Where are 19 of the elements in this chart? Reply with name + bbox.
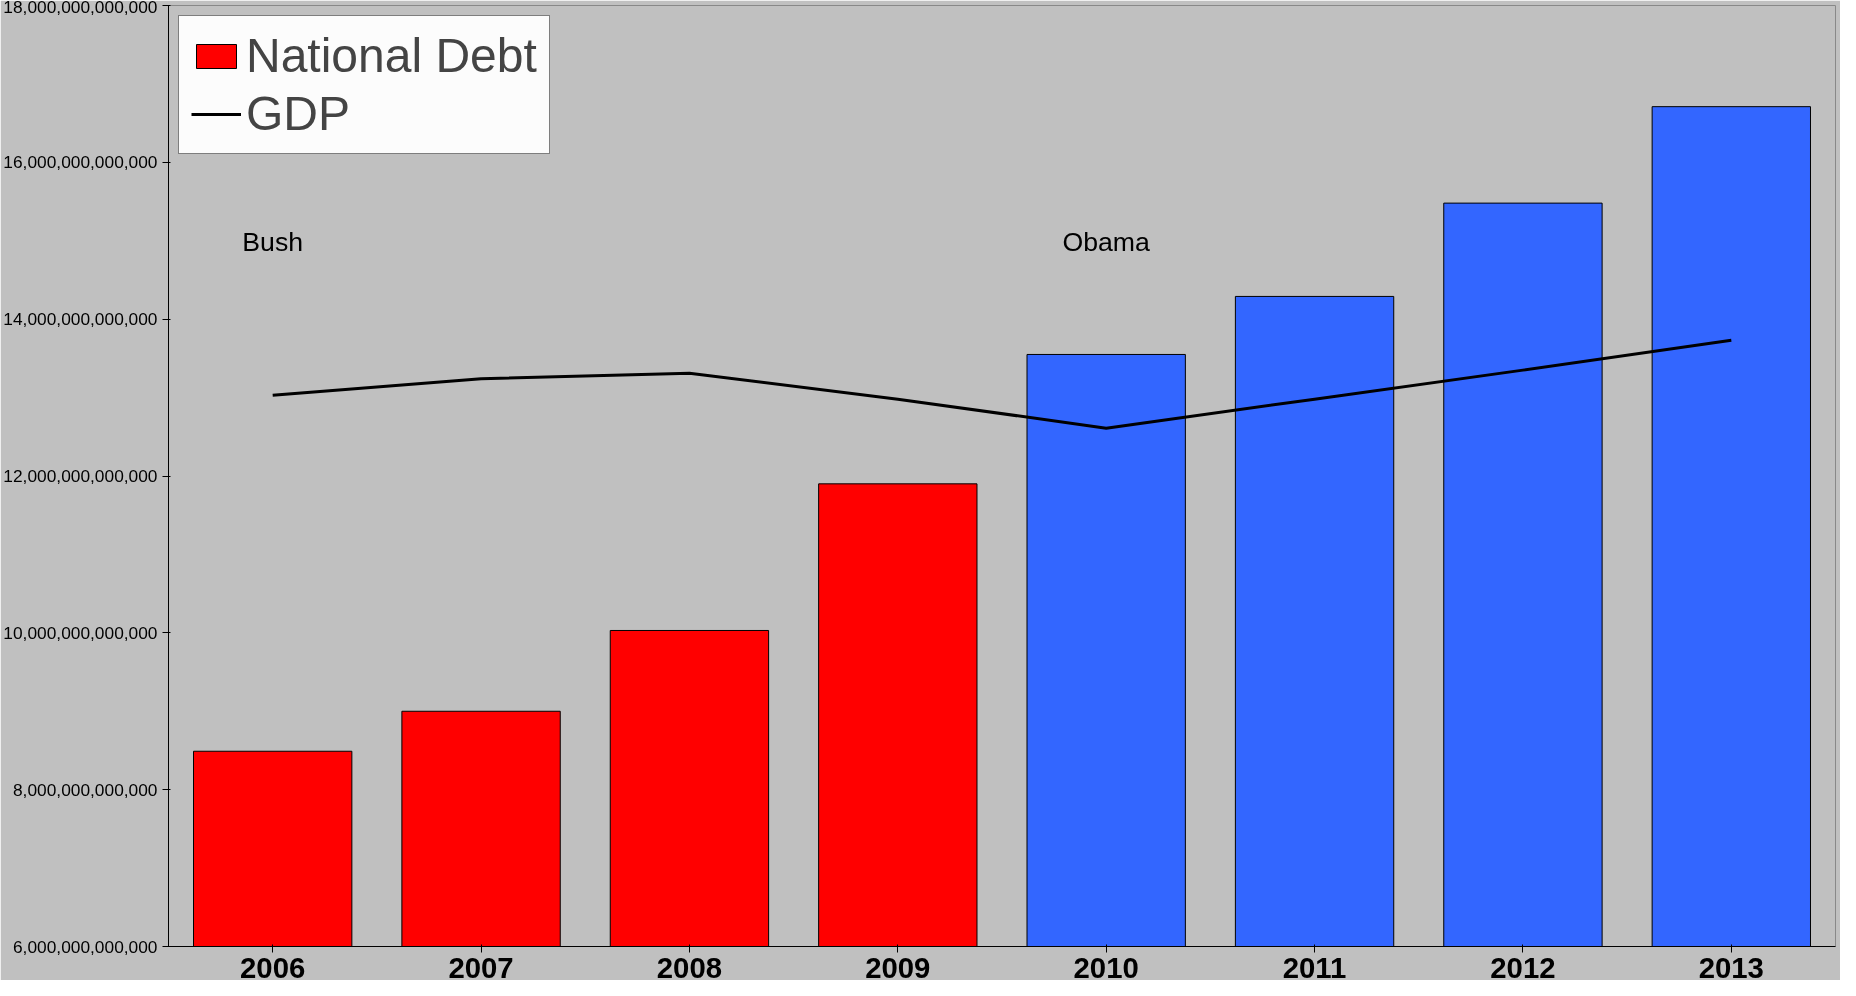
x-tick-label: 2010	[1073, 950, 1139, 984]
y-tick-label: 12,000,000,000,000	[3, 466, 158, 486]
legend-label: GDP	[246, 86, 351, 141]
annotation: Bush	[242, 226, 304, 257]
y-tick-label: 6,000,000,000,000	[12, 936, 158, 957]
x-tick-label: 2011	[1282, 950, 1347, 984]
y-tick-label: 16,000,000,000,000	[3, 152, 158, 173]
x-tick-label: 2008	[656, 950, 723, 984]
x-tick-label: 2007	[448, 950, 514, 984]
y-tick-label: 10,000,000,000,000	[3, 622, 158, 643]
x-tick-label: 2013	[1698, 950, 1764, 984]
legend-label: National Debt	[246, 28, 537, 83]
x-tick-label: 2006	[240, 950, 306, 984]
y-tick-label: 14,000,000,000,000	[3, 309, 158, 330]
y-tick-label: 8,000,000,000,000	[12, 779, 158, 800]
y-tick-label: 18,000,000,000,000	[3, 0, 158, 17]
annotation: Obama	[1062, 226, 1151, 257]
x-tick-label: 2009	[865, 950, 931, 984]
x-tick-label: 2012	[1490, 950, 1556, 984]
